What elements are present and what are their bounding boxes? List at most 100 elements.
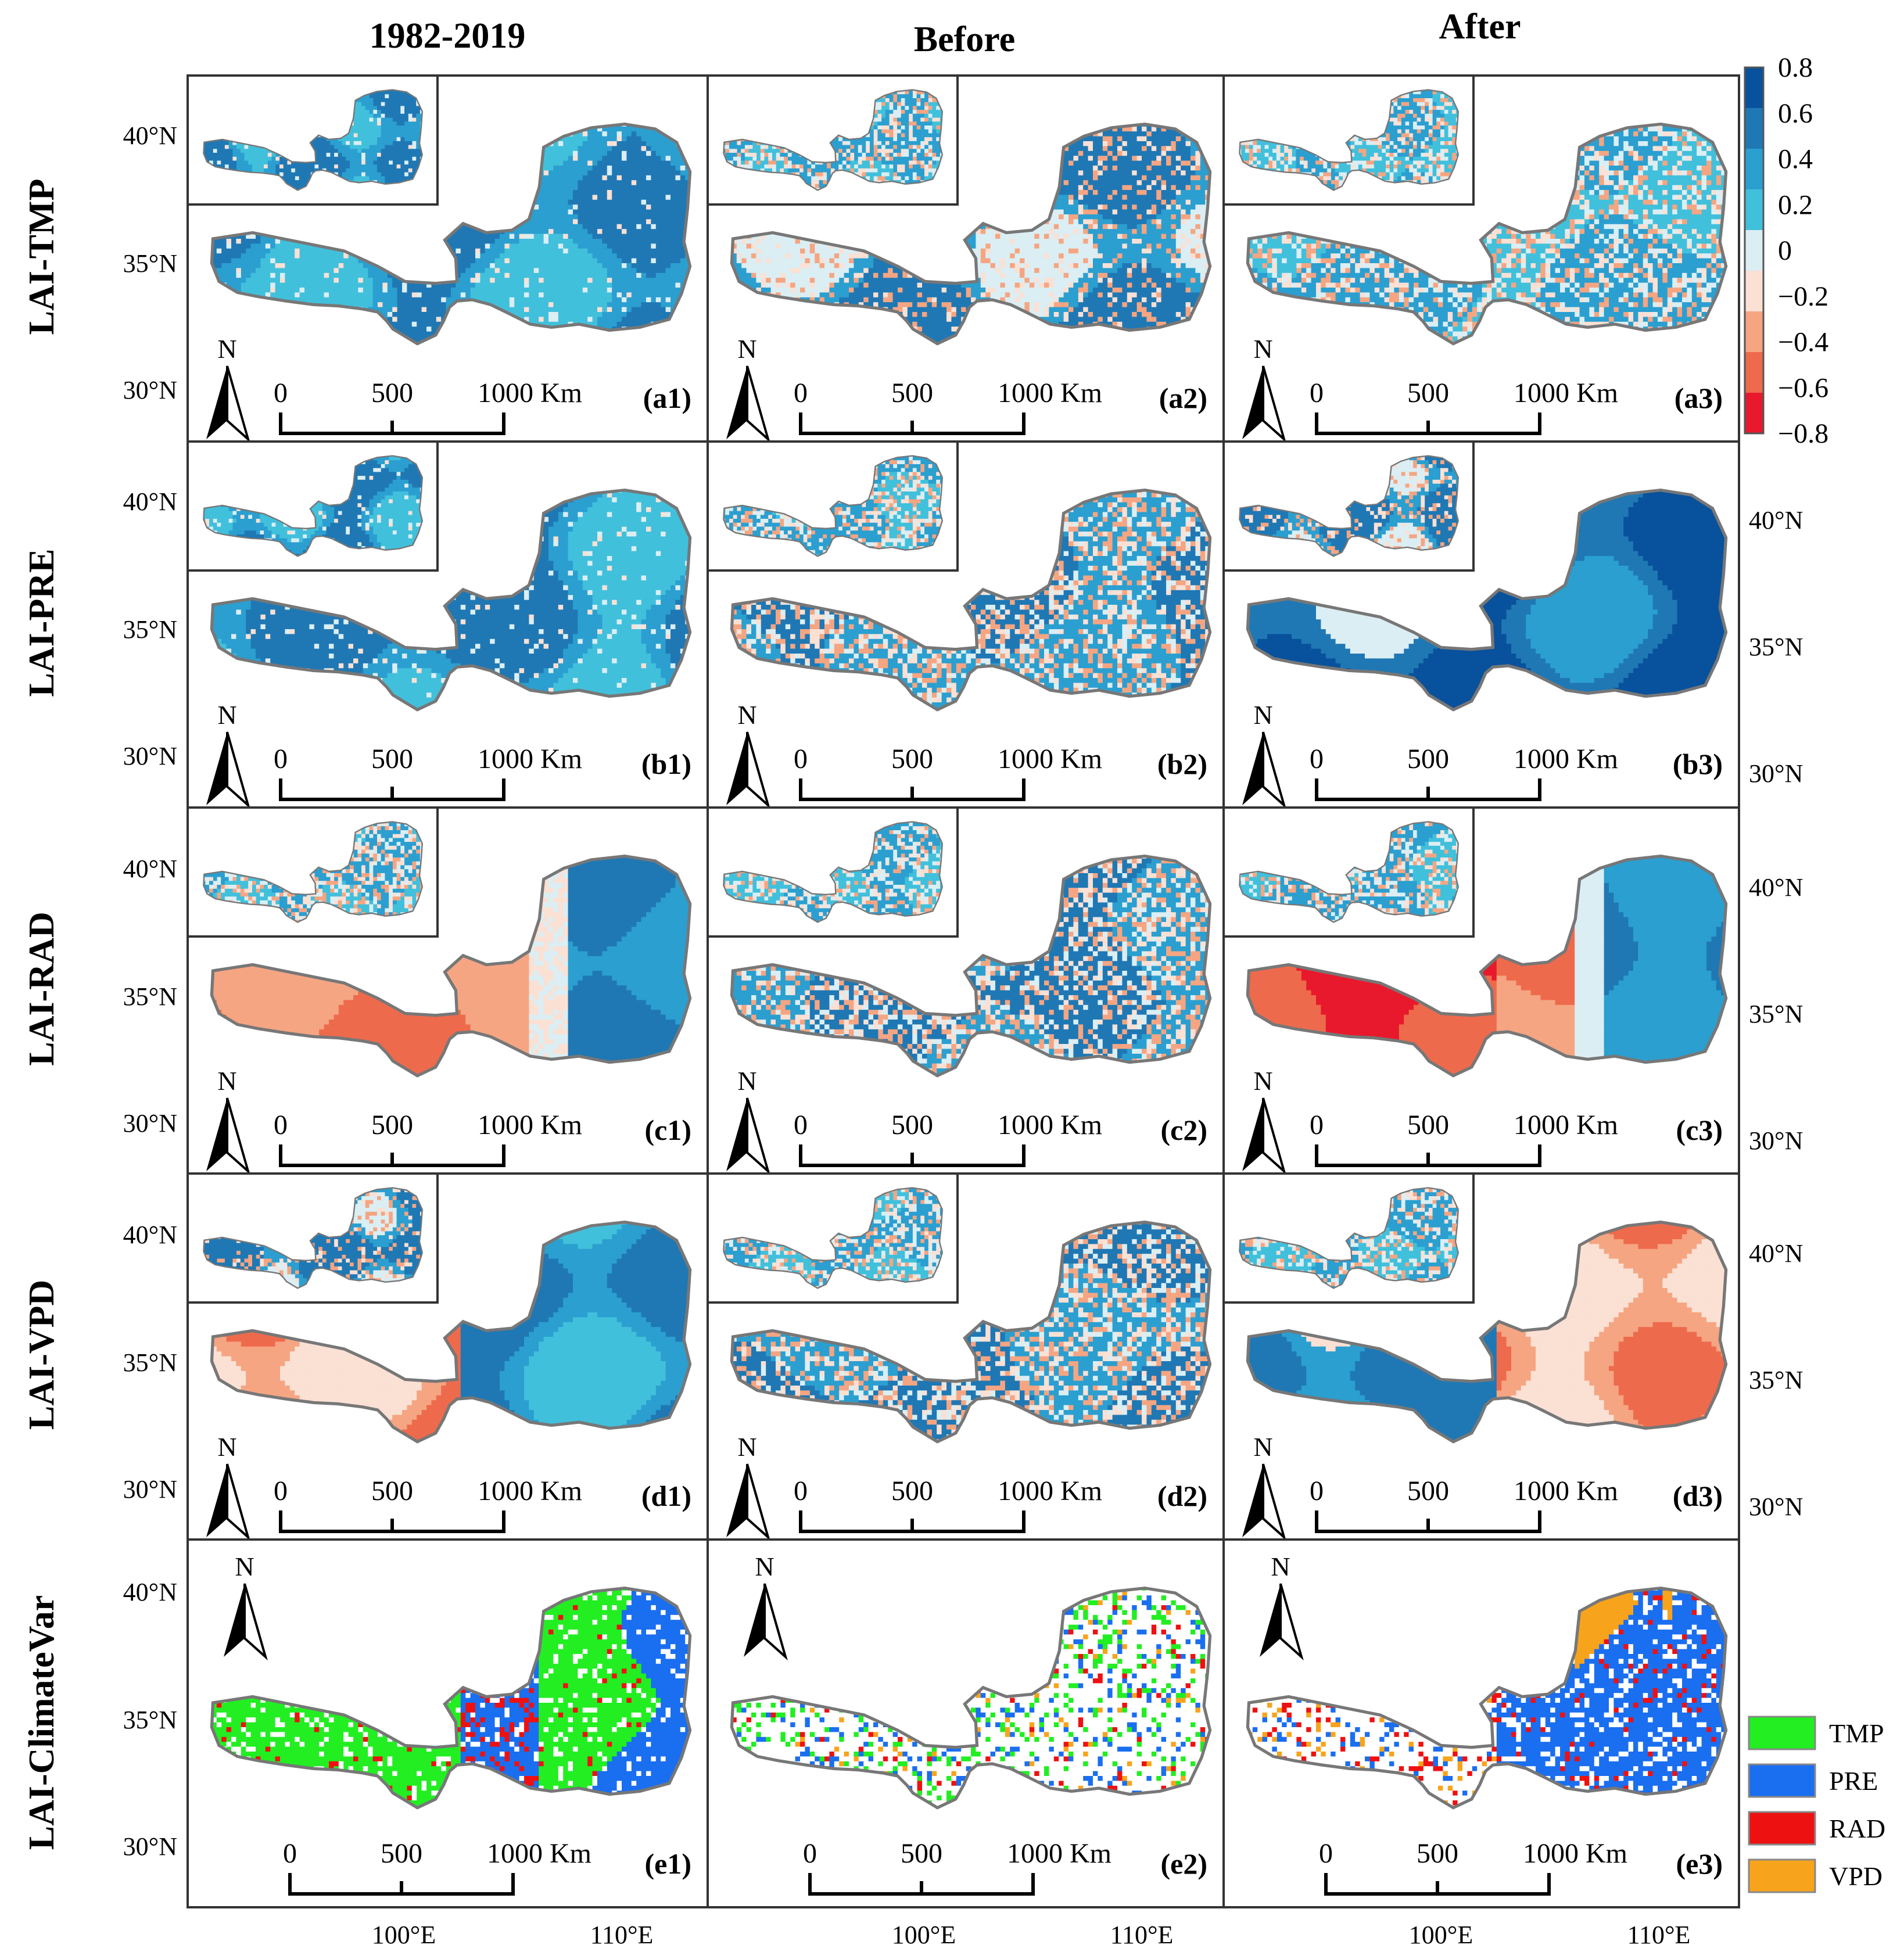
lat-40-row4: 40°N xyxy=(123,1221,177,1249)
panel-label: (c2) xyxy=(1161,1114,1208,1146)
colorbar-tick: 0.4 xyxy=(1778,144,1813,175)
row-title-climatevar: LAI-ClimateVar xyxy=(22,1595,62,1850)
map-panel-d3: N0 500 1000 Km (d3) xyxy=(1224,1174,1739,1540)
legend-label-tmp: TMP xyxy=(1829,1718,1884,1748)
row-title-rad: LAI-RAD xyxy=(22,912,62,1065)
panel-label: (c3) xyxy=(1676,1114,1723,1146)
colorbar-segment xyxy=(1745,189,1763,230)
panel-label: (d2) xyxy=(1157,1480,1207,1512)
legend-label-rad: RAD xyxy=(1829,1814,1885,1843)
colorbar-segment xyxy=(1745,311,1763,352)
inset-map xyxy=(1224,76,1473,204)
lat-right-30-row4: 30°N xyxy=(1749,1492,1803,1521)
inset-map xyxy=(708,76,958,204)
lat-35-row5: 35°N xyxy=(123,1706,177,1734)
lon-100-col1: 100°E xyxy=(372,1921,436,1949)
map-panel-b1: N0 500 1000 Km (b1) xyxy=(188,442,708,808)
map-panel-a3: N0 500 1000 Km (a3) xyxy=(1224,76,1739,442)
legend-label-pre: PRE xyxy=(1829,1766,1878,1796)
inset-map xyxy=(708,808,958,936)
lat-right-40-row3: 40°N xyxy=(1749,873,1803,902)
panel-label: (a1) xyxy=(643,382,691,414)
lat-40-row3: 40°N xyxy=(123,855,177,883)
lon-labels: 100°E 110°E 100°E 110°E 100°E 110°E xyxy=(372,1921,1691,1949)
map-panel-d2: N0 500 1000 Km (d2) xyxy=(708,1174,1224,1540)
panel-label: (b3) xyxy=(1673,748,1723,780)
column-title-3: After xyxy=(1439,7,1521,46)
colorbar-segment xyxy=(1745,230,1763,271)
row-titles: LAI-TMP LAI-PRE LAI-RAD LAI-VPD LAI-Clim… xyxy=(22,179,62,1850)
map-panel-d1: N0 500 1000 Km (d1) xyxy=(188,1174,708,1540)
lat-35-row3: 35°N xyxy=(123,982,177,1011)
inset-map xyxy=(708,1174,958,1302)
lon-100-col3: 100°E xyxy=(1409,1921,1473,1949)
panel-label: (b1) xyxy=(641,748,691,780)
colorbar-tick: 0.6 xyxy=(1778,98,1813,129)
map-panel-b3: N0 500 1000 Km (b3) xyxy=(1224,442,1739,808)
colorbar-segment xyxy=(1745,393,1763,433)
colorbar-tick: −0.2 xyxy=(1778,281,1828,312)
legend-swatch-tmp xyxy=(1749,1717,1815,1749)
lat-30-row2: 30°N xyxy=(123,742,177,770)
inset-map xyxy=(1224,808,1473,936)
lat-30-row5: 30°N xyxy=(123,1832,177,1861)
colorbar-segment xyxy=(1745,67,1763,108)
colorbar-tick: 0.2 xyxy=(1778,189,1813,220)
map-panel-b2: N0 500 1000 Km (b2) xyxy=(708,442,1224,808)
panel-label: (d1) xyxy=(641,1480,691,1512)
map-panel-c3: N0 500 1000 Km (c3) xyxy=(1224,808,1739,1174)
map-panel-c2: N0 500 1000 Km (c2) xyxy=(708,808,1224,1174)
inset-map xyxy=(708,442,958,570)
panel-label: (e2) xyxy=(1161,1847,1208,1880)
column-title-2: Before xyxy=(914,20,1015,59)
row-title-tmp: LAI-TMP xyxy=(22,179,62,335)
map-panel-e1: N0 500 1000 Km (e1) xyxy=(188,1540,708,1907)
inset-map xyxy=(188,808,438,936)
lat-right-40-row4: 40°N xyxy=(1749,1239,1803,1268)
map-panel-a2: N0 500 1000 Km (a2) xyxy=(708,76,1224,442)
colorbar-segment xyxy=(1745,149,1763,189)
legend-label-vpd: VPD xyxy=(1829,1861,1883,1891)
colorbar-segment xyxy=(1745,352,1763,393)
map-panel-e2: N0 500 1000 Km (e2) xyxy=(708,1540,1224,1907)
climate-variable-legend: TMP PRE RAD VPD xyxy=(1749,1717,1885,1892)
lat-35-row2: 35°N xyxy=(123,615,177,644)
map-panel-e3: N0 500 1000 Km (e3) xyxy=(1224,1540,1739,1907)
lat-labels-left: 40°N 35°N 30°N 40°N 35°N 30°N 40°N 35°N … xyxy=(123,121,177,1861)
colorbar-tick: −0.4 xyxy=(1778,327,1828,358)
lat-40-row2: 40°N xyxy=(123,487,177,516)
panel-label: (e1) xyxy=(645,1847,692,1880)
map-panel-c1: N0 500 1000 Km (c1) xyxy=(188,808,708,1174)
lat-right-30-row3: 30°N xyxy=(1749,1126,1803,1155)
column-title-1: 1982-2019 xyxy=(370,16,526,56)
inset-map xyxy=(188,1174,438,1302)
lat-30-row1: 30°N xyxy=(123,376,177,404)
legend-swatch-pre xyxy=(1749,1764,1815,1797)
panel-label: (a3) xyxy=(1674,382,1723,414)
panel-label: (d3) xyxy=(1673,1480,1723,1512)
lon-110-col3: 110°E xyxy=(1627,1921,1691,1949)
lon-100-col2: 100°E xyxy=(892,1921,956,1949)
lat-40-row1: 40°N xyxy=(123,121,177,150)
inset-map xyxy=(188,442,438,570)
colorbar-tick: 0 xyxy=(1778,235,1792,266)
lat-labels-right: 40°N 35°N 30°N 40°N 35°N 30°N 40°N 35°N … xyxy=(1749,506,1803,1521)
lat-35-row4: 35°N xyxy=(123,1348,177,1377)
panel-label: (b2) xyxy=(1157,748,1207,780)
column-titles: 1982-2019 Before After xyxy=(370,7,1521,59)
colorbar-tick: −0.8 xyxy=(1778,418,1828,449)
colorbar: 0.80.60.40.20−0.2−0.4−0.6−0.8 xyxy=(1745,52,1828,449)
colorbar-segment xyxy=(1745,271,1763,311)
inset-map xyxy=(1224,1174,1473,1302)
lat-30-row3: 30°N xyxy=(123,1109,177,1138)
inset-map xyxy=(188,76,438,204)
lon-110-col2: 110°E xyxy=(1110,1921,1174,1949)
lat-35-row1: 35°N xyxy=(123,249,177,278)
legend-swatch-vpd xyxy=(1749,1860,1815,1892)
panel-label: (a2) xyxy=(1159,382,1207,414)
lat-right-35-row4: 35°N xyxy=(1749,1366,1803,1394)
row-title-vpd: LAI-VPD xyxy=(22,1280,62,1430)
panel-label: (e3) xyxy=(1676,1847,1723,1880)
lat-right-35-row3: 35°N xyxy=(1749,1000,1803,1028)
lat-right-35-row2: 35°N xyxy=(1749,633,1803,661)
